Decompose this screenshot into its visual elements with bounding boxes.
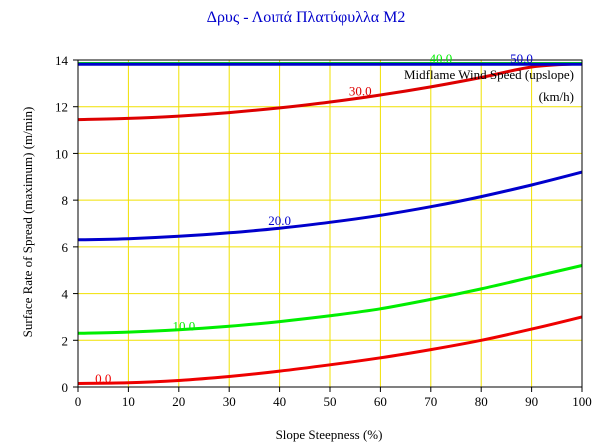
x-tick-label-5: 50 [324, 394, 337, 409]
y-tick-label-4: 8 [62, 193, 69, 208]
y-tick-label-3: 6 [62, 240, 69, 255]
x-tick-label-1: 10 [122, 394, 135, 409]
x-tick-label-4: 40 [273, 394, 286, 409]
legend-title: Midflame Wind Speed (upslope) [404, 67, 574, 82]
series-line-10-0 [77, 264, 583, 335]
legend-units: (km/h) [539, 89, 574, 104]
series-line-30-0 [77, 62, 583, 122]
series-label-0-0: 0.0 [95, 371, 111, 386]
x-tick-label-0: 0 [75, 394, 82, 409]
x-tick-label-3: 30 [223, 394, 236, 409]
x-tick-label-7: 70 [424, 394, 437, 409]
y-tick-label-1: 2 [62, 333, 69, 348]
tick-labels: 0 10 20 30 40 50 60 70 80 90 100 0 2 4 6 8 10 12 14 [55, 53, 592, 409]
series-label-50-0: 50.0 [510, 51, 533, 66]
y-tick-label-7: 14 [55, 53, 69, 68]
series-line-0-0 [77, 315, 583, 385]
data-series [77, 62, 583, 385]
y-axis-label: Surface Rate of Spread (maximum) (m/min) [20, 107, 35, 338]
y-tick-label-6: 12 [55, 100, 68, 115]
series-label-30-0: 30.0 [349, 84, 372, 99]
chart-title: Δρυς - Λοιπά Πλατύφυλλα M2 [207, 9, 406, 26]
x-tick-label-2: 20 [172, 394, 185, 409]
y-tick-label-0: 0 [62, 380, 69, 395]
y-tick-label-2: 4 [62, 287, 69, 302]
x-tick-label-6: 60 [374, 394, 387, 409]
series-labels: 0.0 10.0 20.0 30.0 40.0 50.0 [95, 51, 533, 386]
x-tick-label-9: 90 [525, 394, 538, 409]
series-line-20-0 [77, 170, 583, 242]
series-label-20-0: 20.0 [268, 213, 291, 228]
x-tick-label-8: 80 [475, 394, 488, 409]
series-label-10-0: 10.0 [172, 318, 195, 333]
x-axis-label: Slope Steepness (%) [276, 427, 383, 442]
x-tick-label-10: 100 [572, 394, 592, 409]
plot-frame [73, 59, 583, 392]
series-label-40-0: 40.0 [430, 51, 453, 66]
y-tick-label-5: 10 [55, 146, 68, 161]
